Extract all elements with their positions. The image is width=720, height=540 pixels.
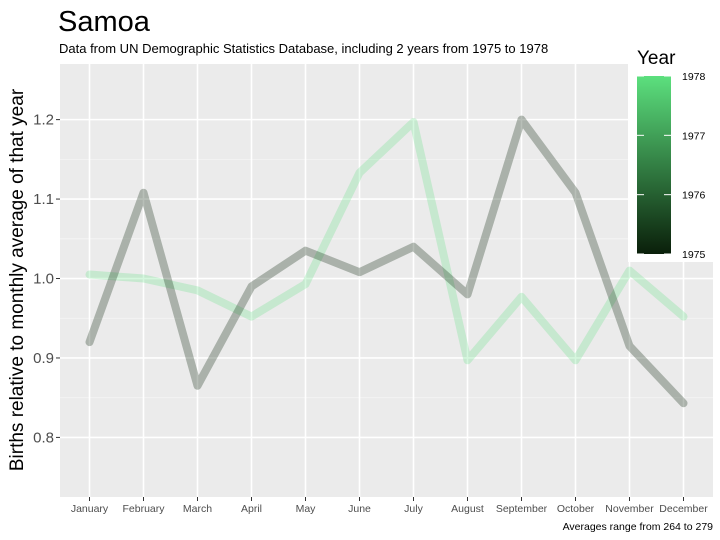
y-axis-label: Births relative to monthly average of th… — [7, 88, 28, 471]
x-tick-label: March — [183, 503, 212, 515]
chart-caption: Averages range from 264 to 279 — [563, 521, 714, 533]
x-tick-label: November — [605, 503, 654, 515]
panel-background — [60, 64, 713, 497]
chart-title: Samoa — [58, 6, 151, 38]
chart-subtitle: Data from UN Demographic Statistics Data… — [59, 41, 548, 56]
x-tick-label: February — [122, 503, 165, 515]
series-line-1978 — [85, 118, 688, 365]
x-tick-label: January — [71, 503, 109, 515]
legend-tick-label: 1976 — [682, 190, 706, 202]
legend-tick-label: 1975 — [682, 249, 706, 261]
x-tick-label: July — [404, 503, 423, 515]
x-tick-label: October — [557, 503, 595, 515]
legend-colorbar — [637, 76, 671, 254]
legend-ticks: 1975 1976 1977 1978 — [637, 71, 706, 261]
y-tick-label: 1.0 — [33, 271, 54, 288]
legend-title: Year — [637, 48, 676, 69]
x-tick-label: December — [659, 503, 708, 515]
legend-tick-label: 1977 — [682, 130, 706, 142]
legend: Year 1975 1976 1977 1978 — [628, 44, 720, 262]
y-tick-label: 0.8 — [33, 429, 54, 446]
x-tick-label: September — [496, 503, 548, 515]
y-tick-label: 1.1 — [33, 191, 54, 208]
y-axis: 0.8 0.9 1.0 1.1 1.2 — [33, 112, 60, 446]
x-tick-label: April — [241, 503, 262, 515]
series-line-1975 — [85, 115, 688, 408]
y-tick-label: 0.9 — [33, 350, 54, 367]
plot-panel — [60, 64, 713, 497]
legend-tick-label: 1978 — [682, 71, 706, 83]
y-tick-label: 1.2 — [33, 112, 54, 129]
x-tick-label: August — [451, 503, 484, 515]
x-tick-label: May — [296, 503, 317, 515]
x-tick-label: June — [348, 503, 371, 515]
x-axis: January February March April May June July Augu… — [71, 497, 708, 515]
